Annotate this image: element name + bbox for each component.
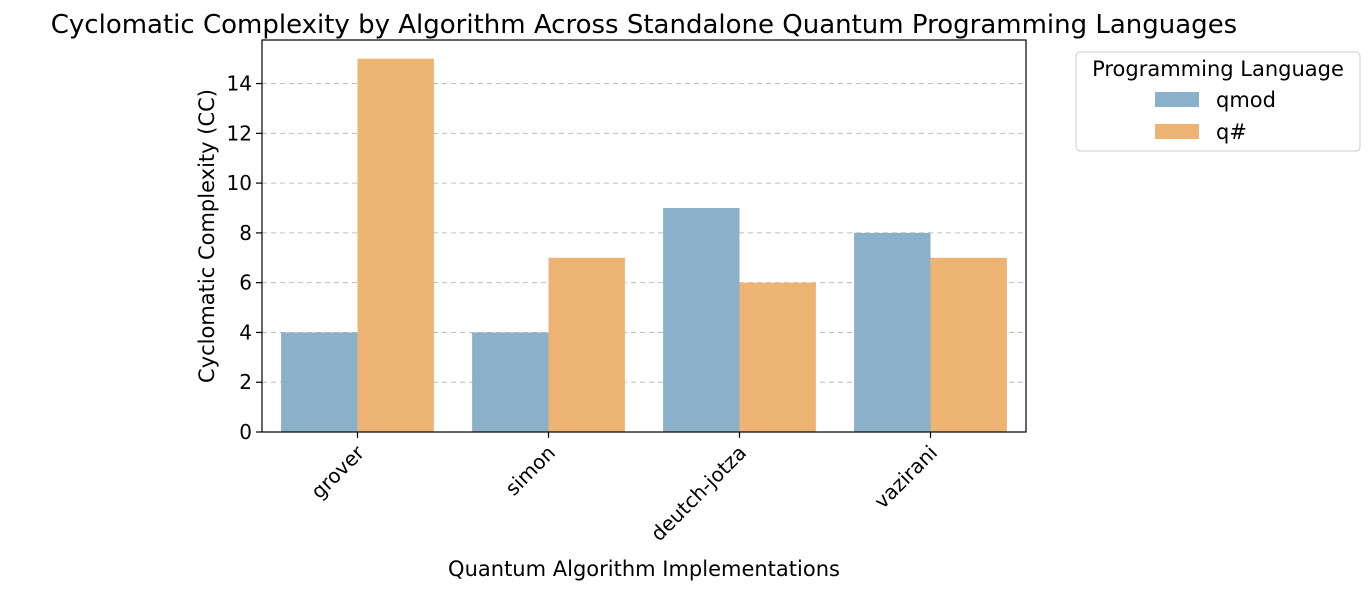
x-tick-label: simon [500, 441, 560, 501]
plot-frame [261, 39, 1027, 433]
bar-qmod-grover [281, 332, 358, 432]
y-tick-label: 8 [239, 221, 252, 245]
legend-swatch-qmod [1155, 92, 1199, 107]
legend-title: Programming Language [1092, 57, 1344, 81]
bar-q#-vazirani [930, 257, 1007, 432]
y-tick-label: 12 [227, 121, 252, 145]
y-tick-label: 6 [239, 271, 252, 295]
x-tick-label: vazirani [869, 441, 942, 514]
bar-q#-deutch-jotza [739, 282, 816, 432]
chart-title: Cyclomatic Complexity by Algorithm Acros… [51, 10, 1237, 40]
legend-box [1075, 51, 1361, 152]
legend-swatch-qsharp [1155, 124, 1199, 139]
bar-q#-grover [357, 58, 434, 433]
x-tick-label: grover [306, 440, 370, 504]
y-tick-label: 2 [239, 370, 252, 394]
x-tick-label: deutch-jotza [646, 441, 751, 546]
bar-qmod-deutch-jotza [663, 208, 740, 432]
y-axis-label: Cyclomatic Complexity (CC) [195, 89, 219, 383]
x-axis-label: Quantum Algorithm Implementations [448, 557, 840, 581]
bars [281, 58, 1007, 433]
legend-label-qsharp: q# [1216, 120, 1247, 144]
bar-q#-simon [548, 257, 625, 432]
x-ticks: grover simon deutch-jotza vazirani [306, 432, 942, 546]
bar-qmod-simon [472, 332, 549, 432]
y-tick-label: 0 [239, 420, 252, 444]
y-tick-label: 4 [239, 320, 252, 344]
legend: Programming Language qmod q# [1075, 51, 1361, 152]
bar-qmod-vazirani [854, 232, 931, 432]
y-tick-label: 10 [227, 171, 252, 195]
legend-label-qmod: qmod [1216, 88, 1276, 112]
y-tick-label: 14 [227, 72, 252, 96]
y-ticks: 0 2 4 6 8 10 12 14 [227, 72, 262, 444]
